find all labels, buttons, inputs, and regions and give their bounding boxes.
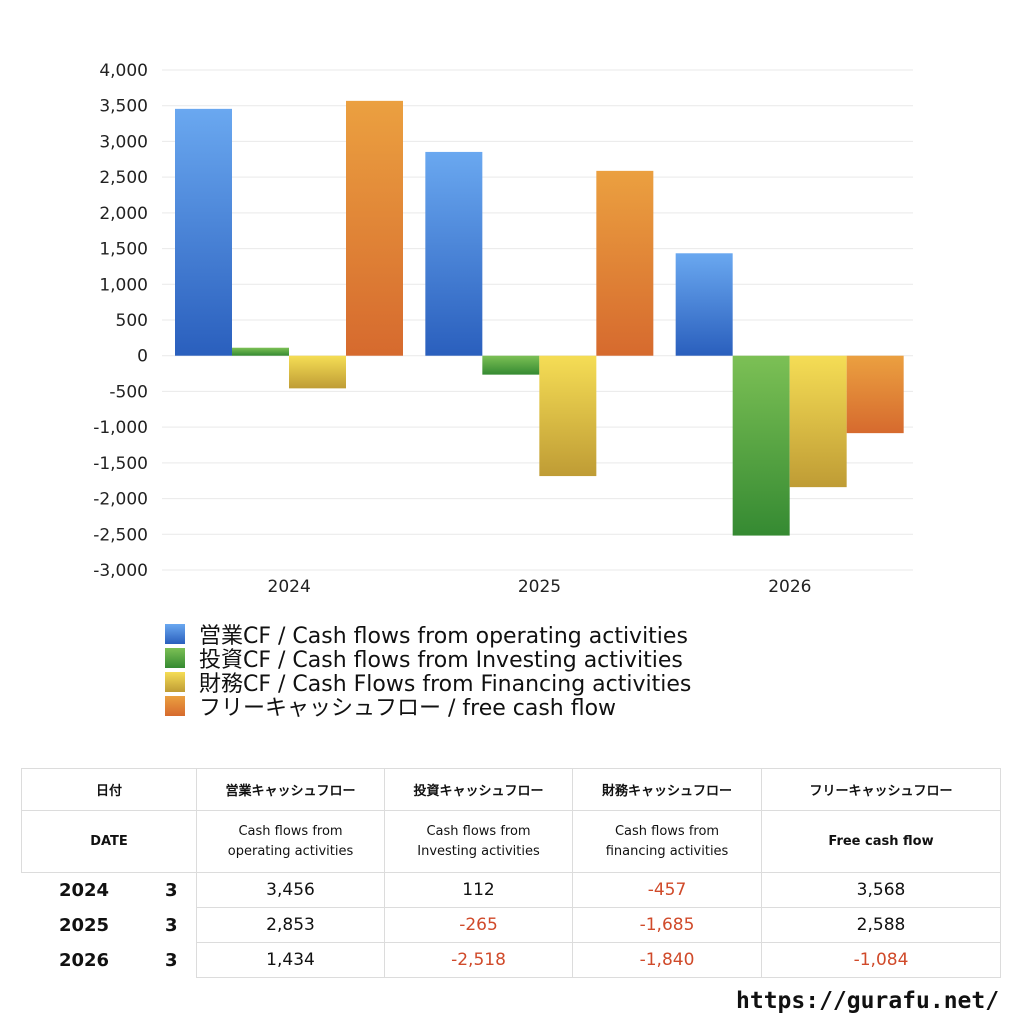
header-investing-jp: 投資キャッシュフロー bbox=[384, 768, 574, 811]
legend-item-investing: 投資CF / Cash flows from Investing activit… bbox=[165, 646, 691, 673]
bar-investing-2026 bbox=[732, 355, 790, 536]
y-tick-label: 1,000 bbox=[99, 275, 148, 295]
header-operating-en: Cash flows from operating activities bbox=[196, 810, 386, 873]
bar-free-2025 bbox=[596, 170, 654, 356]
row-month: 3 bbox=[146, 872, 198, 908]
grid-lines bbox=[162, 69, 913, 571]
y-tick-label: 3,000 bbox=[99, 132, 148, 152]
cell-financing: -457 bbox=[572, 872, 763, 908]
y-tick-label: 1,500 bbox=[99, 240, 148, 260]
row-year: 2025 bbox=[58, 914, 110, 936]
legend-item-financing: 財務CF / Cash Flows from Financing activit… bbox=[165, 670, 691, 697]
x-tick-label: 2026 bbox=[768, 577, 811, 597]
bar-financing-2025 bbox=[539, 355, 597, 477]
cell-operating: 3,456 bbox=[196, 872, 386, 908]
header-date-jp: 日付 bbox=[20, 768, 198, 811]
bar-operating-2026 bbox=[675, 253, 733, 356]
bar-financing-2024 bbox=[289, 355, 346, 389]
cell-investing: -265 bbox=[384, 907, 574, 943]
bar-operating-2025 bbox=[425, 151, 483, 356]
legend-item-free: フリーキャッシュフロー / free cash flow bbox=[165, 694, 691, 721]
bar-operating-2024 bbox=[175, 108, 232, 356]
cash-flow-bar-chart: 4,000 3,500 3,000 2,500 2,000 1,500 1,000 500 0 -… bbox=[93, 61, 913, 597]
legend-label-operating: 営業CF / Cash flows from operating activit… bbox=[199, 624, 688, 649]
row-year: 2026 bbox=[58, 949, 110, 971]
table-header-en: DATE Cash flows from operating activities… bbox=[20, 810, 1002, 873]
legend-label-free: フリーキャッシュフロー / free cash flow bbox=[199, 696, 617, 721]
legend-swatch-operating bbox=[165, 624, 185, 644]
cell-free: -1,084 bbox=[761, 942, 1002, 978]
cell-investing: 112 bbox=[384, 872, 574, 908]
header-free-en: Free cash flow bbox=[761, 810, 1002, 873]
cell-operating: 2,853 bbox=[196, 907, 386, 943]
bar-investing-2024 bbox=[232, 347, 289, 356]
cell-financing: -1,685 bbox=[572, 907, 763, 943]
row-month: 3 bbox=[146, 907, 198, 943]
cell-free: 2,588 bbox=[761, 907, 1002, 943]
y-tick-label: 3,500 bbox=[99, 97, 148, 117]
x-tick-label: 2024 bbox=[268, 577, 311, 597]
legend-label-financing: 財務CF / Cash Flows from Financing activit… bbox=[199, 672, 692, 697]
y-tick-label: -1,000 bbox=[93, 418, 148, 438]
header-financing-en: Cash flows from financing activities bbox=[572, 810, 763, 873]
bar-investing-2025 bbox=[482, 355, 540, 375]
row-month: 3 bbox=[146, 942, 198, 978]
y-tick-label: -1,500 bbox=[93, 454, 148, 474]
header-free-jp: フリーキャッシュフロー bbox=[761, 768, 1002, 811]
legend-swatch-investing bbox=[165, 648, 185, 668]
x-tick-label: 2025 bbox=[518, 577, 561, 597]
legend-swatch-free bbox=[165, 696, 185, 716]
header-date-en: DATE bbox=[20, 810, 198, 873]
y-tick-label: 0 bbox=[137, 347, 148, 367]
bar-financing-2026 bbox=[789, 355, 847, 488]
source-url: https://gurafu.net/ bbox=[736, 988, 1000, 1014]
header-financing-jp: 財務キャッシュフロー bbox=[572, 768, 763, 811]
y-tick-label: -2,500 bbox=[93, 525, 148, 545]
y-tick-label: -3,000 bbox=[93, 561, 148, 581]
legend-label-investing: 投資CF / Cash flows from Investing activit… bbox=[199, 648, 683, 673]
cell-investing: -2,518 bbox=[384, 942, 574, 978]
bar-free-2024 bbox=[346, 100, 403, 356]
y-tick-label: 500 bbox=[116, 311, 148, 331]
x-axis-ticks: 2024 2025 2026 bbox=[268, 577, 812, 597]
bar-free-2026 bbox=[846, 355, 904, 434]
cash-flow-table: 日付 営業キャッシュフロー 投資キャッシュフロー 財務キャッシュフロー フリーキ… bbox=[20, 768, 1002, 978]
header-operating-jp: 営業キャッシュフロー bbox=[196, 768, 386, 811]
legend: 営業CF / Cash flows from operating activit… bbox=[165, 622, 691, 721]
cell-operating: 1,434 bbox=[196, 942, 386, 978]
y-tick-label: -2,000 bbox=[93, 490, 148, 510]
y-tick-label: -500 bbox=[109, 382, 148, 402]
cell-financing: -1,840 bbox=[572, 942, 763, 978]
table-row: 2025 3 2,853 -265 -1,685 2,588 bbox=[22, 907, 1002, 943]
y-axis-ticks: 4,000 3,500 3,000 2,500 2,000 1,500 1,000 500 0 -… bbox=[93, 61, 148, 581]
table-row: 2026 3 1,434 -2,518 -1,840 -1,084 bbox=[22, 942, 1002, 978]
table-row: 2024 3 3,456 112 -457 3,568 bbox=[22, 872, 1002, 908]
cell-free: 3,568 bbox=[761, 872, 1002, 908]
legend-swatch-financing bbox=[165, 672, 185, 692]
table-header-jp: 日付 営業キャッシュフロー 投資キャッシュフロー 財務キャッシュフロー フリーキ… bbox=[20, 768, 1002, 811]
bars bbox=[175, 100, 904, 536]
y-tick-label: 2,500 bbox=[99, 168, 148, 188]
header-investing-en: Cash flows from Investing activities bbox=[384, 810, 574, 873]
row-year: 2024 bbox=[58, 879, 110, 901]
y-tick-label: 2,000 bbox=[99, 204, 148, 224]
y-tick-label: 4,000 bbox=[99, 61, 148, 81]
legend-item-operating: 営業CF / Cash flows from operating activit… bbox=[165, 622, 691, 649]
